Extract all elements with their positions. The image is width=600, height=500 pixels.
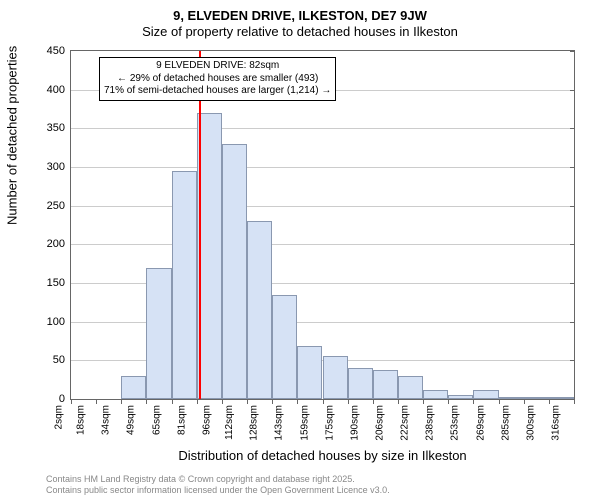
xtick-mark [197, 399, 198, 404]
xtick-mark [499, 399, 500, 404]
xtick-label: 96sqm [201, 405, 212, 435]
xtick-mark [96, 399, 97, 404]
ytick-mark [570, 283, 575, 284]
xtick-mark [423, 399, 424, 404]
xtick-label: 112sqm [224, 405, 235, 440]
ytick-label: 400 [47, 84, 65, 96]
bar [222, 144, 247, 399]
ytick-mark [570, 206, 575, 207]
title-line2: Size of property relative to detached ho… [0, 23, 600, 39]
ytick-label: 250 [47, 200, 65, 212]
annotation-line3: 71% of semi-detached houses are larger (… [104, 85, 331, 98]
xtick-label: 285sqm [500, 405, 511, 441]
xtick-label: 143sqm [274, 405, 285, 441]
bar [247, 221, 272, 399]
annotation-line2: ← 29% of detached houses are smaller (49… [104, 73, 331, 86]
bar [499, 397, 524, 399]
xtick-label: 253sqm [450, 405, 461, 441]
ytick-label: 150 [47, 277, 65, 289]
xtick-label: 2sqm [53, 405, 64, 429]
xtick-label: 49sqm [126, 405, 137, 435]
ytick-label: 50 [53, 354, 65, 366]
xtick-mark [348, 399, 349, 404]
xtick-label: 300sqm [526, 405, 537, 441]
bar [172, 171, 197, 399]
xtick-mark [574, 399, 575, 404]
xtick-mark [473, 399, 474, 404]
gridline [71, 128, 574, 129]
title-line1: 9, ELVEDEN DRIVE, ILKESTON, DE7 9JW [0, 0, 600, 23]
ytick-label: 300 [47, 161, 65, 173]
annotation-line1: 9 ELVEDEN DRIVE: 82sqm [104, 60, 331, 73]
bar [121, 376, 146, 399]
ytick-label: 0 [59, 393, 65, 405]
xtick-label: 175sqm [324, 405, 335, 441]
ytick-mark [570, 244, 575, 245]
marker-line [199, 51, 201, 399]
xtick-label: 65sqm [151, 405, 162, 435]
bar [297, 346, 322, 399]
bar [423, 390, 448, 399]
xtick-label: 159sqm [299, 405, 310, 441]
xtick-label: 34sqm [101, 405, 112, 435]
credits-line2: Contains public sector information licen… [46, 485, 390, 496]
xtick-mark [524, 399, 525, 404]
y-axis-label: Number of detached properties [5, 46, 20, 225]
xtick-mark [323, 399, 324, 404]
ytick-mark [570, 167, 575, 168]
xtick-mark [121, 399, 122, 404]
xtick-mark [373, 399, 374, 404]
bar [323, 356, 348, 399]
x-axis-label: Distribution of detached houses by size … [70, 448, 575, 463]
xtick-mark [172, 399, 173, 404]
ytick-label: 100 [47, 316, 65, 328]
xtick-label: 222sqm [400, 405, 411, 441]
xtick-mark [297, 399, 298, 404]
xtick-mark [247, 399, 248, 404]
xtick-label: 206sqm [375, 405, 386, 441]
credits-line1: Contains HM Land Registry data © Crown c… [46, 474, 390, 485]
bar [549, 397, 574, 399]
xtick-label: 316sqm [551, 405, 562, 441]
xtick-label: 238sqm [425, 405, 436, 441]
bar [524, 397, 549, 399]
ytick-label: 350 [47, 122, 65, 134]
ytick-label: 200 [47, 238, 65, 250]
xtick-label: 81sqm [176, 405, 187, 435]
xtick-label: 190sqm [350, 405, 361, 441]
bar [146, 268, 171, 399]
xtick-mark [549, 399, 550, 404]
xtick-mark [71, 399, 72, 404]
bar [473, 390, 498, 399]
credits-block: Contains HM Land Registry data © Crown c… [46, 474, 390, 497]
xtick-mark [448, 399, 449, 404]
gridline [71, 206, 574, 207]
bar [348, 368, 373, 399]
xtick-label: 18sqm [76, 405, 87, 435]
gridline [71, 244, 574, 245]
ytick-mark [570, 360, 575, 361]
bar [398, 376, 423, 399]
xtick-mark [398, 399, 399, 404]
plot-area: 0501001502002503003504004502sqm18sqm34sq… [70, 50, 575, 400]
ytick-mark [570, 128, 575, 129]
ytick-mark [570, 322, 575, 323]
xtick-label: 128sqm [249, 405, 260, 441]
bar [448, 395, 473, 399]
xtick-mark [272, 399, 273, 404]
xtick-label: 269sqm [475, 405, 486, 441]
bar [272, 295, 297, 399]
chart-container: 9, ELVEDEN DRIVE, ILKESTON, DE7 9JW Size… [0, 0, 600, 500]
xtick-mark [146, 399, 147, 404]
annotation-box: 9 ELVEDEN DRIVE: 82sqm ← 29% of detached… [99, 57, 336, 101]
xtick-mark [222, 399, 223, 404]
ytick-mark [570, 51, 575, 52]
bar [373, 370, 398, 399]
ytick-label: 450 [47, 45, 65, 57]
gridline [71, 167, 574, 168]
ytick-mark [570, 90, 575, 91]
